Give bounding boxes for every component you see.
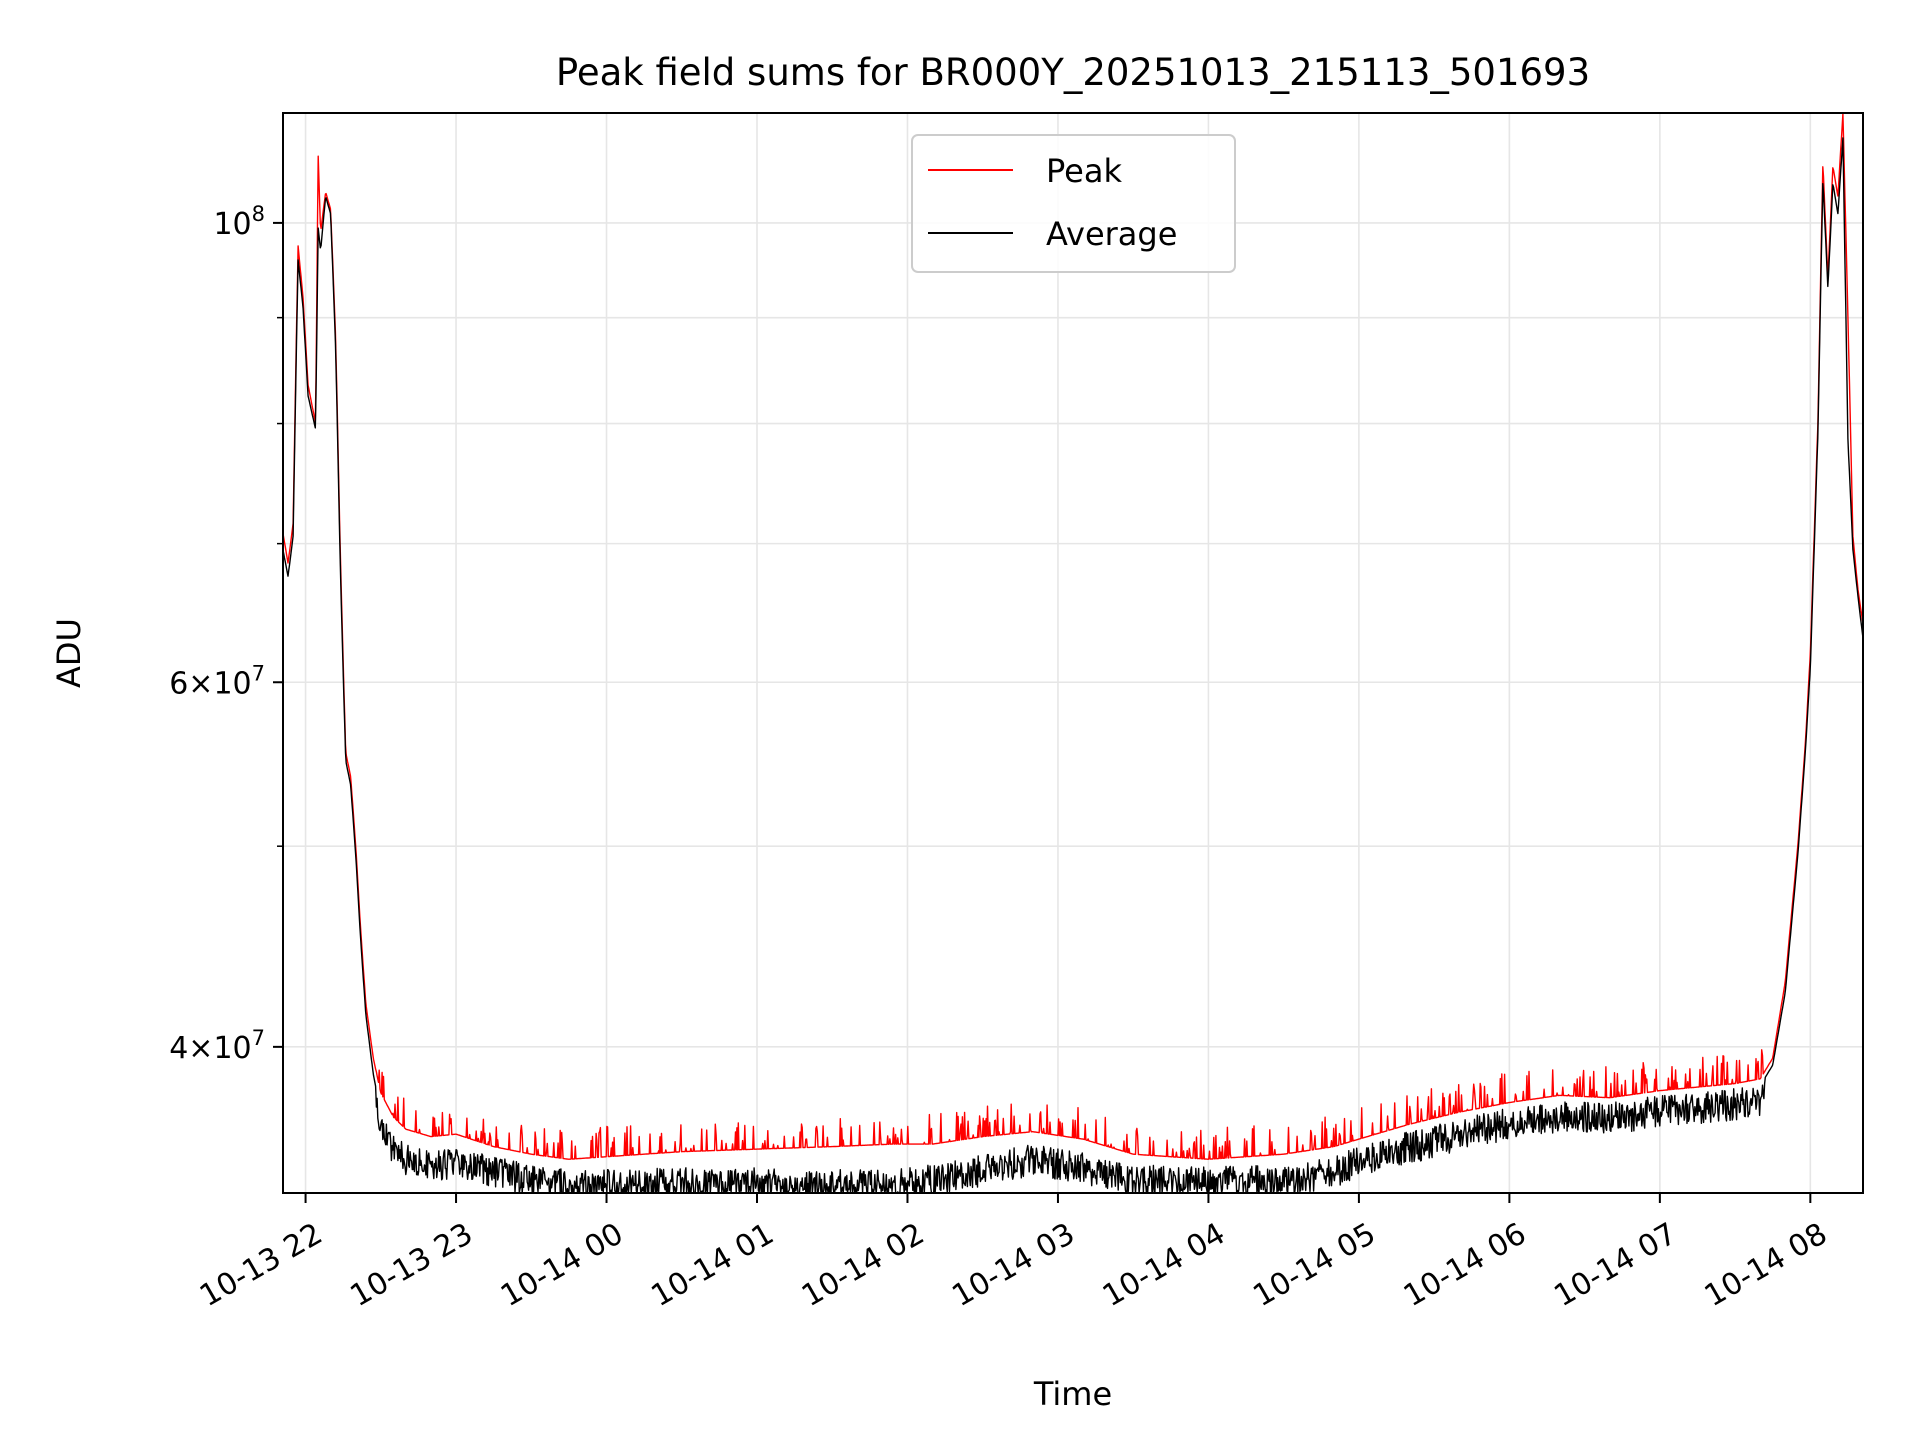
y-tick-label: 4×107	[169, 1026, 265, 1066]
series-area	[282, 113, 1864, 1194]
x-axis-label: Time	[1033, 1375, 1112, 1413]
series-line-average	[282, 137, 1864, 1194]
chart-title: Peak field sums for BR000Y_20251013_2151…	[556, 51, 1590, 94]
legend-label-average: Average	[1046, 215, 1177, 253]
y-tick-label: 6×107	[169, 661, 265, 701]
legend-label-peak: Peak	[1046, 152, 1122, 190]
series-line-peak	[282, 113, 1864, 1160]
plot-frame	[282, 112, 1864, 1194]
y-axis-label: ADU	[50, 618, 88, 688]
legend: Peak Average	[911, 134, 1236, 273]
y-tick-label: 108	[213, 202, 265, 242]
